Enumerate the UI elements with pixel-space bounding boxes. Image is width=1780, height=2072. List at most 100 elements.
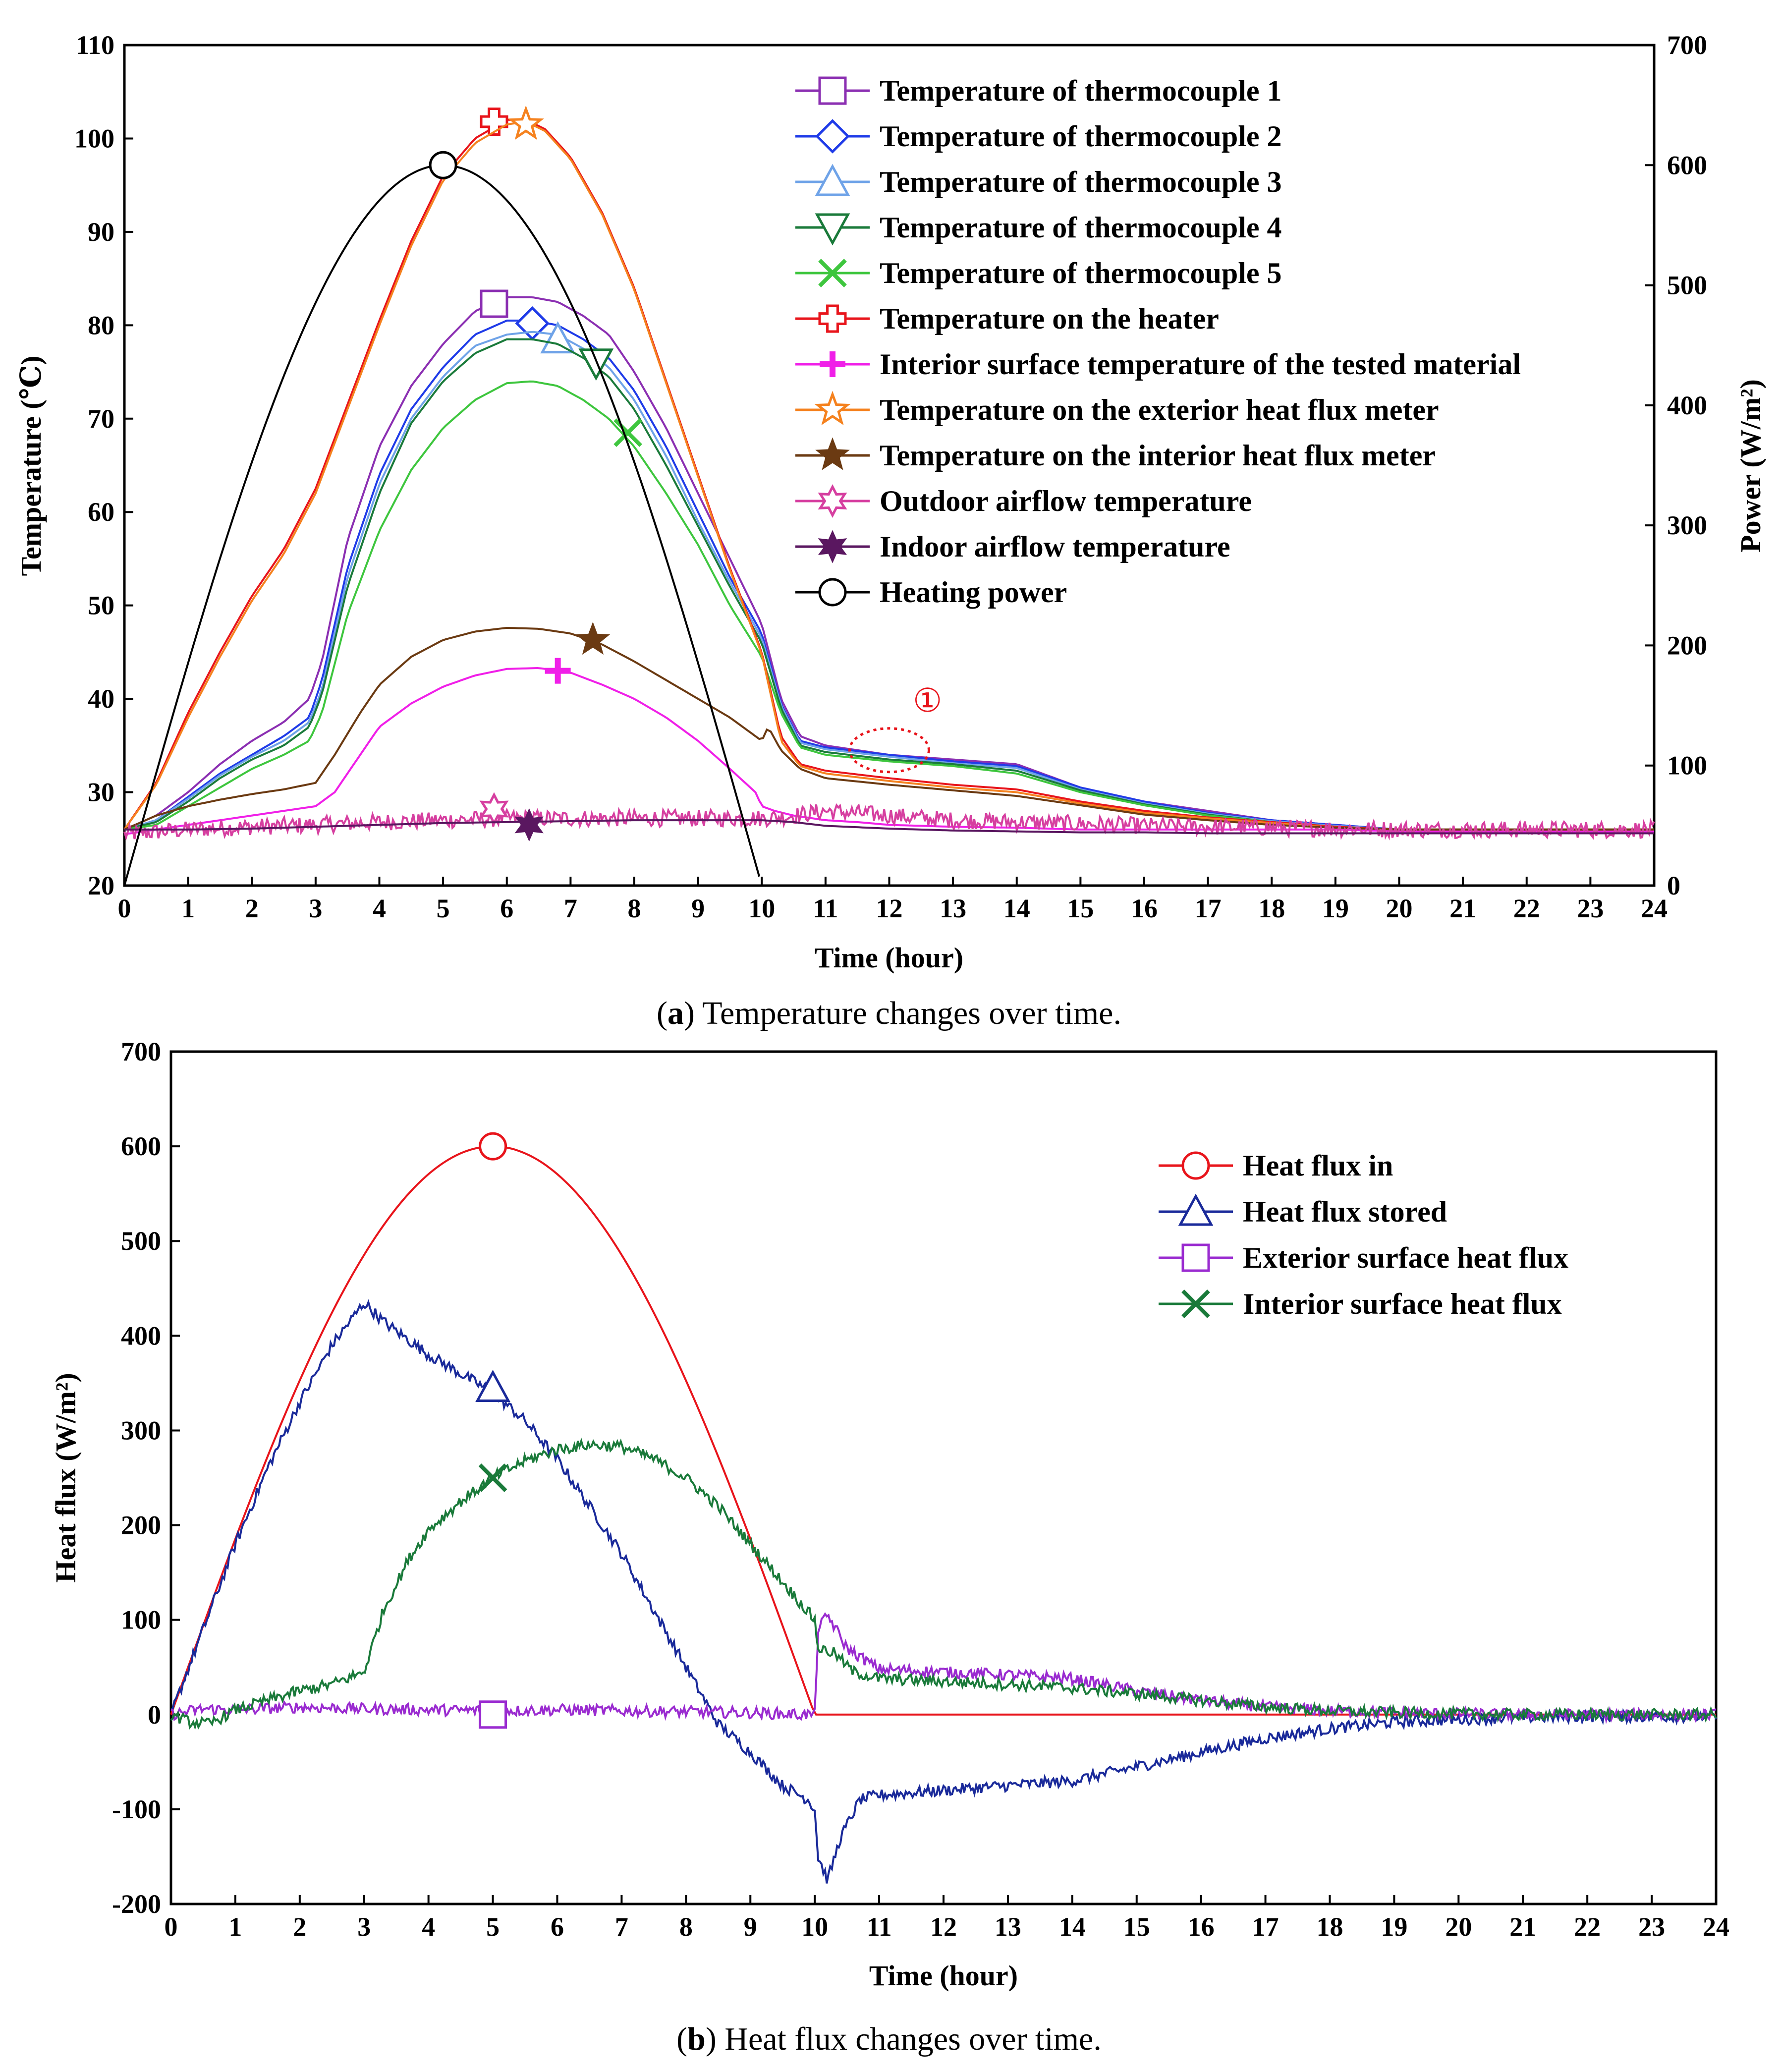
panel-a-caption-label: a: [668, 995, 684, 1031]
legend-label-temperature-of-thermocouple-3: Temperature of thermocouple 3: [880, 166, 1282, 198]
series-line-heat-flux-stored: [170, 1299, 1717, 1884]
series-marker-interior-surface-temperature-of-the-tested-material: [545, 658, 571, 684]
series-marker-temperature-on-the-exterior-heat-flux-meter: [507, 105, 544, 140]
y2-tick-label: 600: [1667, 150, 1707, 180]
x-tick-label: 10: [748, 894, 775, 923]
panel-a-caption-text: ) Temperature changes over time.: [684, 995, 1121, 1031]
legend-label-temperature-of-thermocouple-2: Temperature of thermocouple 2: [880, 120, 1282, 153]
y-tick-label: -200: [112, 1889, 161, 1919]
y2-tick-label: 200: [1667, 630, 1707, 660]
series-marker-heating-power: [429, 151, 457, 179]
panel-a-x-ticks: 0 1 2 3 4 5 6 7 8 9 10 11 12 13 14 15 16 17 18 19 20 21 22 23 24: [118, 877, 1668, 923]
panel-a-caption: (a) Temperature changes over time.: [657, 995, 1121, 1031]
x-tick-label: 16: [1131, 894, 1158, 923]
panel-b-caption-text: ) Heat flux changes over time.: [706, 2021, 1102, 2057]
panel-a-y2-ticks: 0 100 200 300 400 500 600 700: [1645, 30, 1707, 900]
x-tick-label: 6: [551, 1912, 564, 1942]
y-tick-label: -100: [112, 1794, 161, 1824]
legend-marker-heating-power: [818, 578, 847, 607]
y-tick-label: 600: [121, 1131, 161, 1161]
panel-b-chart: 0 1 2 3 4 5 6 7 8 9 10 11 12 13 14 15 16 17 18 19 20 21 22 23 24…: [50, 1037, 1729, 2057]
x-tick-label: 19: [1381, 1912, 1407, 1942]
panel-a-y-axis-title: Temperature (℃): [15, 356, 47, 576]
series-marker-temperature-of-thermocouple-2: [515, 306, 550, 341]
y2-tick-label: 100: [1667, 751, 1707, 781]
panel-b-x-ticks: 0 1 2 3 4 5 6 7 8 9 10 11 12 13 14 15 16 17 18 19 20 21 22 23 24: [165, 1895, 1729, 1942]
y-tick-label: 60: [88, 497, 114, 527]
x-tick-label: 7: [564, 894, 577, 923]
series-marker-temperature-of-thermocouple-5: [613, 418, 642, 447]
series-marker-exterior-surface-heat-flux: [479, 1700, 507, 1729]
y-tick-label: 100: [121, 1605, 161, 1635]
x-tick-label: 2: [293, 1912, 306, 1942]
panel-a-annotation: ①: [848, 683, 942, 774]
x-tick-label: 21: [1509, 1912, 1536, 1942]
panel-b-caption-label: b: [687, 2021, 706, 2057]
panel-a-caption-prefix: (: [657, 995, 668, 1031]
x-tick-label: 6: [500, 894, 513, 923]
legend-marker-temperature-of-thermocouple-1: [818, 76, 847, 105]
x-tick-label: 17: [1252, 1912, 1279, 1942]
y2-tick-label: 0: [1667, 871, 1680, 900]
x-tick-label: 20: [1386, 894, 1413, 923]
legend-label-interior-surface-heat-flux: Interior surface heat flux: [1243, 1288, 1562, 1320]
legend-marker-temperature-of-thermocouple-3: [815, 164, 850, 196]
x-tick-label: 13: [940, 894, 966, 923]
legend-marker-temperature-of-thermocouple-5: [818, 259, 847, 287]
x-tick-label: 19: [1322, 894, 1349, 923]
legend-label-indoor-airflow-temperature: Indoor airflow temperature: [880, 530, 1230, 563]
legend-marker-heat-flux-in: [1181, 1151, 1210, 1180]
series-marker-temperature-of-thermocouple-3: [540, 321, 576, 354]
x-tick-label: 14: [1059, 1912, 1086, 1942]
legend-label-temperature-on-the-heater: Temperature on the heater: [880, 302, 1219, 335]
y-tick-label: 200: [121, 1511, 161, 1540]
legend-marker-interior-surface-temperature-of-the-tested-material: [820, 351, 845, 377]
x-tick-label: 11: [813, 894, 838, 923]
series-marker-temperature-on-the-interior-heat-flux-meter: [575, 621, 611, 655]
series-marker-heat-flux-in: [479, 1132, 507, 1161]
legend-marker-temperature-on-the-heater: [818, 304, 847, 333]
x-tick-label: 9: [691, 894, 705, 923]
x-tick-label: 3: [357, 1912, 371, 1942]
series-line-indoor-airflow-temperature: [124, 819, 1654, 835]
x-tick-label: 21: [1449, 894, 1476, 923]
x-tick-label: 23: [1638, 1912, 1665, 1942]
legend-label-outdoor-airflow-temperature: Outdoor airflow temperature: [880, 485, 1252, 517]
series-marker-temperature-of-thermocouple-4: [578, 348, 614, 381]
y-tick-label: 80: [88, 310, 114, 340]
series-line-interior-surface-heat-flux: [170, 1437, 1717, 1730]
series-marker-temperature-of-thermocouple-1: [480, 289, 508, 318]
x-tick-label: 16: [1188, 1912, 1215, 1942]
series-marker-indoor-airflow-temperature: [514, 808, 544, 842]
x-tick-label: 5: [486, 1912, 500, 1942]
legend-label-temperature-on-the-exterior-heat-flux-meter: Temperature on the exterior heat flux me…: [880, 393, 1439, 426]
x-tick-label: 20: [1445, 1912, 1472, 1942]
x-tick-label: 12: [930, 1912, 957, 1942]
legend-marker-exterior-surface-heat-flux: [1181, 1243, 1210, 1272]
legend-label-exterior-surface-heat-flux: Exterior surface heat flux: [1243, 1241, 1568, 1274]
x-tick-label: 17: [1195, 894, 1222, 923]
legend-label-temperature-on-the-interior-heat-flux-meter: Temperature on the interior heat flux me…: [880, 439, 1436, 472]
series-marker-temperature-on-the-heater: [480, 108, 508, 136]
panel-b-y-axis-title: Heat flux (W/m²): [50, 1373, 82, 1582]
y-tick-label: 300: [121, 1415, 161, 1445]
series-marker-interior-surface-heat-flux: [478, 1463, 507, 1492]
legend-marker-temperature-on-the-exterior-heat-flux-meter: [814, 391, 851, 426]
y-tick-label: 20: [88, 871, 114, 900]
x-tick-label: 24: [1703, 1912, 1729, 1942]
x-tick-label: 4: [373, 894, 386, 923]
y-tick-label: 30: [88, 778, 114, 807]
y-tick-label: 110: [76, 30, 114, 60]
y-tick-label: 400: [121, 1321, 161, 1350]
legend-label-temperature-of-thermocouple-4: Temperature of thermocouple 4: [880, 211, 1282, 244]
x-tick-label: 11: [867, 1912, 892, 1942]
panel-b-plot-frame: [169, 1050, 1718, 1905]
x-tick-label: 10: [801, 1912, 828, 1942]
legend-marker-temperature-of-thermocouple-4: [815, 213, 850, 246]
legend-label-interior-surface-temperature-of-the-tested-material: Interior surface temperature of the test…: [880, 348, 1521, 381]
panel-a-x-axis-title: Time (hour): [815, 942, 963, 974]
series-line-heat-flux-in: [170, 1145, 1716, 1716]
x-tick-label: 18: [1317, 1912, 1343, 1942]
panel-b-series: [170, 1132, 1717, 1884]
